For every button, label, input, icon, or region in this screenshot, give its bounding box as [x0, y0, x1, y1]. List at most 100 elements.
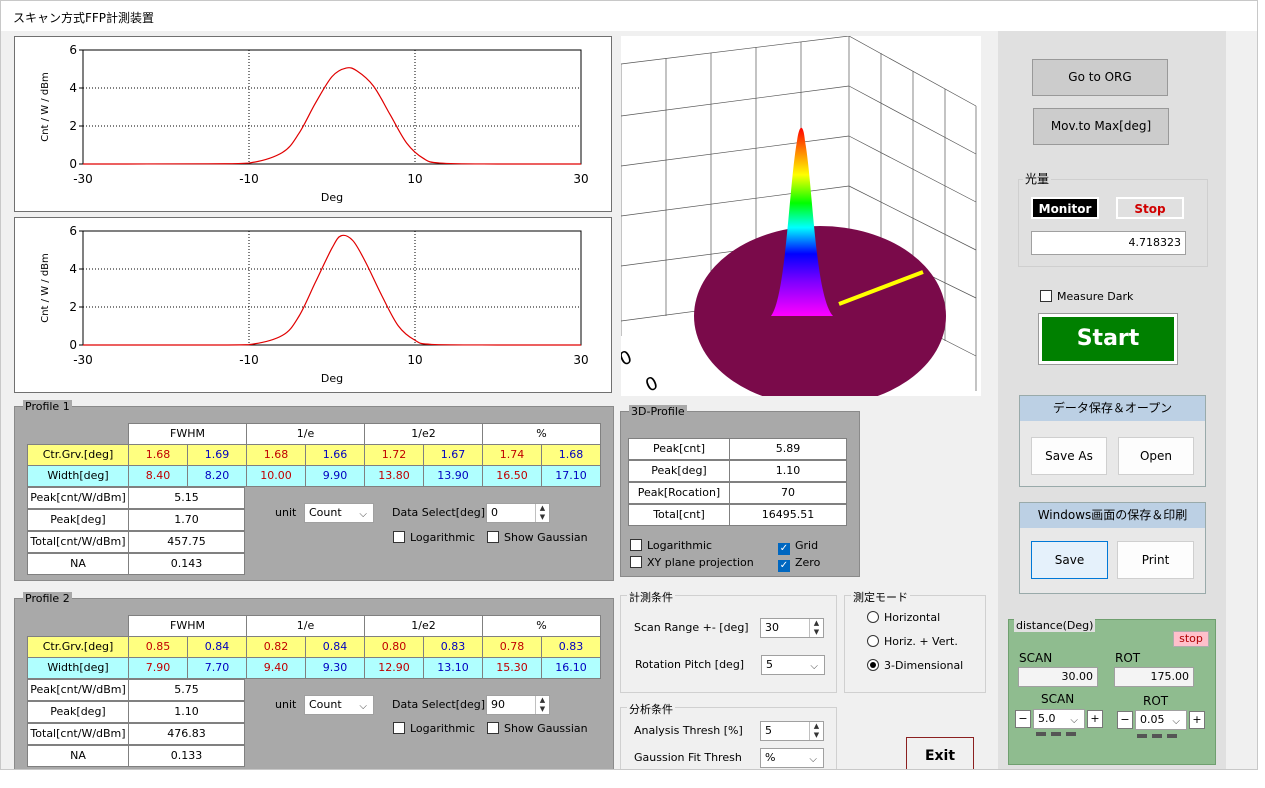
distance-stop-button[interactable]: stop: [1173, 631, 1209, 647]
title-bar: スキャン方式FFP計測装置: [1, 1, 1257, 31]
profile1-width-label: Width[deg]: [27, 465, 129, 487]
3d-peak: [771, 127, 833, 316]
svg-text:0: 0: [621, 347, 635, 371]
3d-logarithmic-checkbox[interactable]: Logarithmic: [630, 539, 712, 553]
go-to-org-button[interactable]: Go to ORG: [1032, 59, 1168, 96]
unit-label: unit: [275, 506, 297, 519]
profile2-ctr-value: 0.83: [541, 636, 601, 658]
logarithmic-checkbox[interactable]: Logarithmic: [393, 531, 475, 545]
profile2-plot: -30 -10 10 30 0 2 4 6 Deg Cnt / W / dBm: [40, 224, 589, 385]
rotation-pitch-label: Rotation Pitch [deg]: [635, 658, 745, 671]
spinner-arrows-icon[interactable]: ▲ ▼: [535, 504, 549, 522]
chevron-down-icon: ⌵: [1172, 716, 1180, 727]
data-select-label: Data Select[deg]: [392, 506, 486, 519]
x-axis-label: Deg: [321, 191, 343, 204]
profile2-stat-value: 0.133: [128, 745, 245, 767]
y-tick-label: 2: [69, 119, 77, 133]
logarithmic-checkbox[interactable]: Logarithmic: [393, 722, 475, 736]
y-tick-label: 4: [69, 81, 77, 95]
save-screen-button[interactable]: Save: [1031, 541, 1108, 579]
show-gaussian-checkbox[interactable]: Show Gaussian: [487, 531, 588, 545]
unit-select[interactable]: Count ⌵: [304, 695, 374, 715]
profile2-header-1: 1/e: [246, 615, 365, 637]
data-select-spinner[interactable]: 0 ▲ ▼: [486, 503, 550, 523]
svg-text:0: 0: [642, 373, 661, 396]
mov-to-max-button[interactable]: Mov.to Max[deg]: [1033, 108, 1169, 145]
profile1-plot: -30 -10 10 30 0 2 4 6 Deg Cnt / W / dBm: [40, 43, 589, 204]
profile1-width-value: 17.10: [541, 465, 601, 487]
x-tick-label: 30: [573, 172, 588, 186]
save-open-title: データ保存＆オープン: [1020, 396, 1205, 421]
analysis-thresh-spinner[interactable]: 5 ▲ ▼: [760, 721, 824, 741]
window-title: スキャン方式FFP計測装置: [13, 11, 155, 25]
profile1-ctr-value: 1.67: [423, 444, 483, 466]
check-icon: ✓: [778, 543, 790, 555]
light-value-field[interactable]: 4.718323: [1031, 231, 1186, 255]
open-button[interactable]: Open: [1118, 437, 1194, 475]
profile2-width-value: 13.10: [423, 657, 483, 679]
show-gaussian-checkbox[interactable]: Show Gaussian: [487, 722, 588, 736]
profile2-width-value: 9.40: [246, 657, 306, 679]
zero-checkbox[interactable]: ✓ Zero: [778, 556, 821, 572]
unit-select[interactable]: Count ⌵: [304, 503, 374, 523]
profile2-ctr-value: 0.82: [246, 636, 306, 658]
rot-plus-button[interactable]: +: [1189, 711, 1205, 729]
3d-surface: 0 0: [616, 35, 977, 406]
x-tick-label: -30: [73, 172, 93, 186]
profile1-width-value: 8.40: [128, 465, 188, 487]
mode-3d-radio[interactable]: 3-Dimensional: [867, 659, 963, 673]
save-as-button[interactable]: Save As: [1031, 437, 1107, 475]
analysis-conditions-group: 分析条件 Analysis Thresh [%] 5 ▲ ▼ Gaussion Fi…: [620, 701, 837, 769]
profile1-stat-value: 457.75: [128, 531, 245, 553]
profile2-width-value: 7.90: [128, 657, 188, 679]
scan-minus-button[interactable]: −: [1015, 710, 1031, 728]
profile1-ctr-value: 1.72: [364, 444, 424, 466]
spinner-arrows-icon[interactable]: ▲ ▼: [809, 722, 823, 740]
scan-plus-button[interactable]: +: [1087, 710, 1103, 728]
y-tick-label: 6: [69, 224, 77, 238]
mode-horizontal-radio[interactable]: Horizontal: [867, 611, 940, 625]
measure-dark-checkbox[interactable]: Measure Dark: [1040, 290, 1133, 304]
screen-save-title: Windows画面の保存＆印刷: [1020, 503, 1205, 528]
profile1-ctr-value: 1.68: [246, 444, 306, 466]
y-tick-label: 0: [69, 157, 77, 171]
xy-projection-checkbox[interactable]: XY plane projection: [630, 556, 754, 570]
rot-minus-button[interactable]: −: [1117, 711, 1133, 729]
profile1-width-value: 16.50: [482, 465, 542, 487]
light-title: 光量: [1023, 170, 1052, 187]
profile2-ctr-label: Ctr.Grv.[deg]: [27, 636, 129, 658]
3d-profile-group: 3D-Profile Peak[cnt] 5.89 Peak[deg] 1.10 Pea…: [620, 405, 860, 577]
grid-checkbox[interactable]: ✓ Grid: [778, 539, 819, 555]
profile1-header-2: 1/e2: [364, 423, 483, 445]
monitor-button[interactable]: Monitor: [1031, 197, 1099, 219]
exit-button[interactable]: Exit: [906, 737, 974, 769]
profile2-header-2: 1/e2: [364, 615, 483, 637]
chevron-down-icon: ⌵: [359, 701, 367, 712]
profile1-ctr-value: 1.68: [128, 444, 188, 466]
spinner-arrows-icon[interactable]: ▲ ▼: [535, 696, 549, 714]
print-button[interactable]: Print: [1117, 541, 1194, 579]
start-button[interactable]: Start: [1038, 313, 1178, 365]
measure-conditions-group: 計測条件 Scan Range +- [deg] 30 ▲ ▼ Rotation P…: [620, 589, 837, 693]
rot-step-select[interactable]: 0.05 ⌵: [1135, 710, 1187, 730]
distance-group: distance(Deg) stop SCAN ROT 30.00 175.00…: [1008, 619, 1216, 765]
3d-plot: 0 0: [616, 35, 981, 406]
profile1-stat-label: Peak[deg]: [27, 509, 129, 531]
profile2-ctr-value: 0.84: [187, 636, 247, 658]
profile1-header-3: %: [482, 423, 601, 445]
scan-step-select[interactable]: 5.0 ⌵: [1033, 709, 1085, 729]
profile1-width-value: 9.90: [305, 465, 365, 487]
scan-range-label: Scan Range +- [deg]: [634, 621, 749, 634]
app-window: スキャン方式FFP計測装置 -30 -10 10 30 0 2 4 6 Deg Cnt / W /…: [0, 0, 1258, 770]
profile2-header-3: %: [482, 615, 601, 637]
scan-range-spinner[interactable]: 30 ▲ ▼: [760, 618, 824, 638]
gauss-thresh-select[interactable]: % ⌵: [760, 748, 824, 768]
rotation-pitch-select[interactable]: 5 ⌵: [761, 655, 825, 675]
data-select-spinner[interactable]: 90 ▲ ▼: [486, 695, 550, 715]
mode-horiz-vert-radio[interactable]: Horiz. + Vert.: [867, 635, 958, 649]
light-stop-button[interactable]: Stop: [1116, 197, 1184, 219]
spinner-arrows-icon[interactable]: ▲ ▼: [809, 619, 823, 637]
distance-title: distance(Deg): [1014, 619, 1096, 632]
plot-area: [82, 49, 582, 165]
profile1-chart: -30 -10 10 30 0 2 4 6 Deg Cnt / W / dBm: [14, 36, 612, 212]
